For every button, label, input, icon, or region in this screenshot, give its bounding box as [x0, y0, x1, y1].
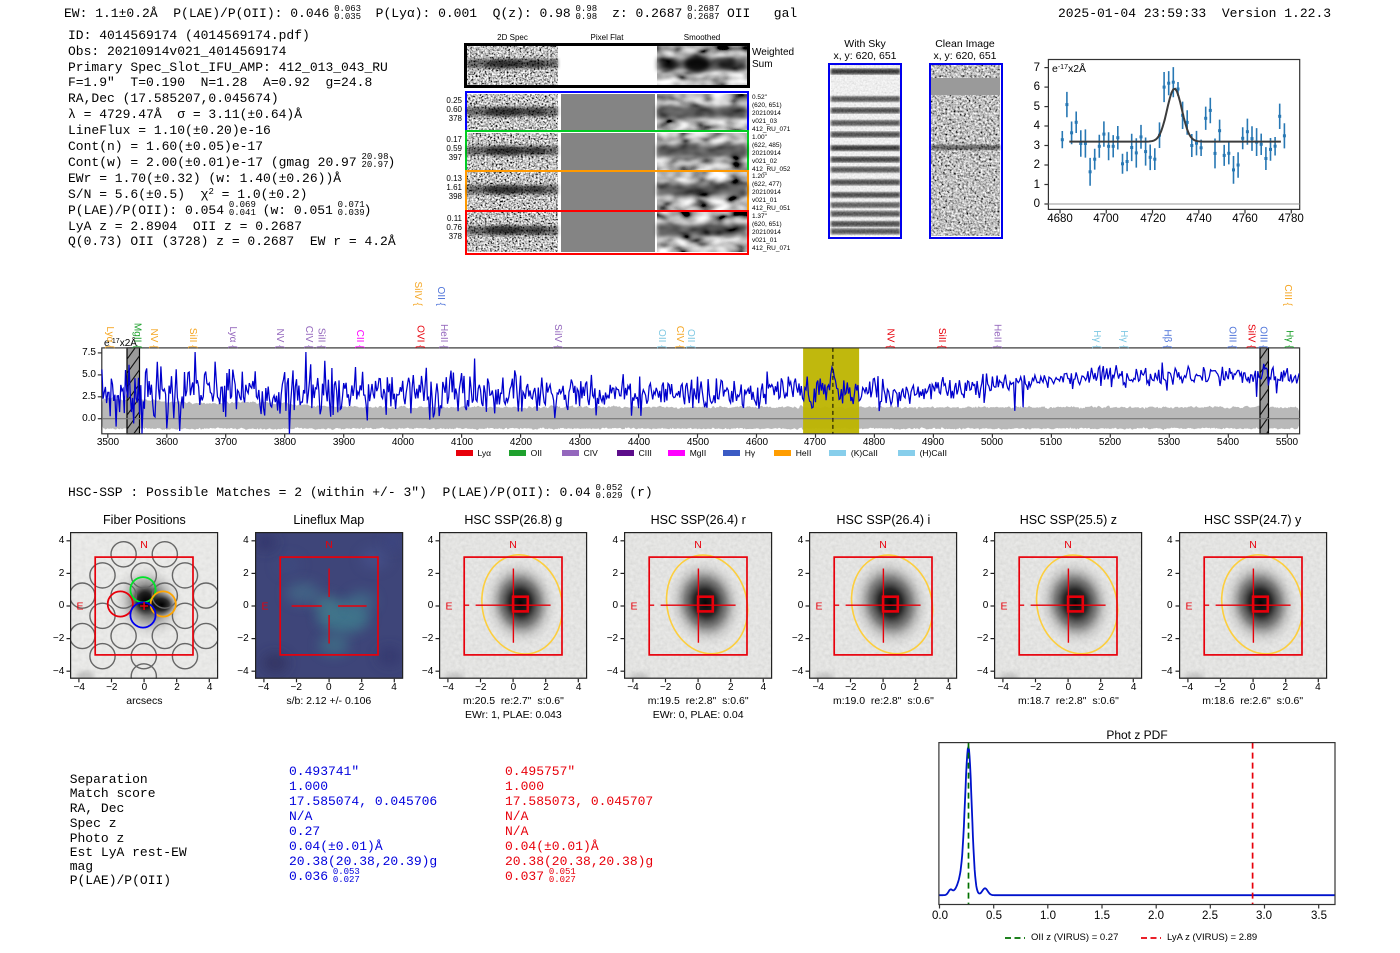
svg-text:SiIV {: SiIV { [412, 282, 423, 307]
svg-text:NV {: NV { [148, 328, 159, 349]
svg-text:E: E [77, 602, 84, 613]
svg-text:E: E [261, 602, 268, 613]
svg-text:SiII {: SiII { [936, 328, 947, 349]
svg-text:N: N [880, 540, 888, 551]
svg-text:NV {: NV { [274, 328, 285, 349]
svg-text:HeII {: HeII { [438, 324, 449, 349]
svg-text:HeII {: HeII { [992, 324, 1003, 349]
svg-text:N: N [510, 540, 518, 551]
svg-text:E: E [1185, 602, 1192, 613]
svg-text:OIII {: OIII { [1258, 326, 1269, 349]
svg-text:Hβ {: Hβ { [1162, 329, 1173, 349]
svg-text:Hγ {: Hγ { [1118, 330, 1129, 349]
svg-text:E: E [631, 602, 638, 613]
svg-text:Hγ {: Hγ { [1091, 330, 1102, 349]
svg-text:SiIV {: SiIV { [552, 324, 563, 349]
svg-text:Hγ {: Hγ { [1284, 330, 1295, 349]
svg-text:OII {: OII { [656, 329, 667, 349]
svg-text:N: N [694, 540, 702, 551]
svg-text:E: E [816, 602, 823, 613]
svg-text:CIV {: CIV { [303, 326, 314, 349]
svg-text:OVI {: OVI { [415, 325, 426, 349]
svg-text:SiII {: SiII { [187, 328, 198, 349]
svg-text:NV {: NV { [885, 328, 896, 349]
svg-text:OIII {: OIII { [1227, 326, 1238, 349]
svg-text:OII {: OII { [435, 287, 446, 307]
svg-text:Lyα {: Lyα { [104, 326, 115, 349]
svg-text:SiII {: SiII { [316, 328, 327, 349]
svg-text:Lyα {: Lyα { [227, 326, 238, 349]
svg-text:CIII {: CIII { [1282, 284, 1293, 306]
svg-text:CII {: CII { [354, 330, 365, 350]
svg-text:N: N [325, 540, 333, 551]
svg-text:E: E [1001, 602, 1008, 613]
svg-text:SiIV {: SiIV { [1246, 324, 1257, 349]
svg-text:N: N [1065, 540, 1073, 551]
svg-text:E: E [446, 602, 453, 613]
svg-text:CIV {: CIV { [674, 326, 685, 349]
svg-text:OII {: OII { [685, 329, 696, 349]
svg-text:MgII {: MgII { [132, 323, 143, 349]
svg-text:N: N [141, 540, 149, 551]
svg-text:N: N [1249, 540, 1257, 551]
